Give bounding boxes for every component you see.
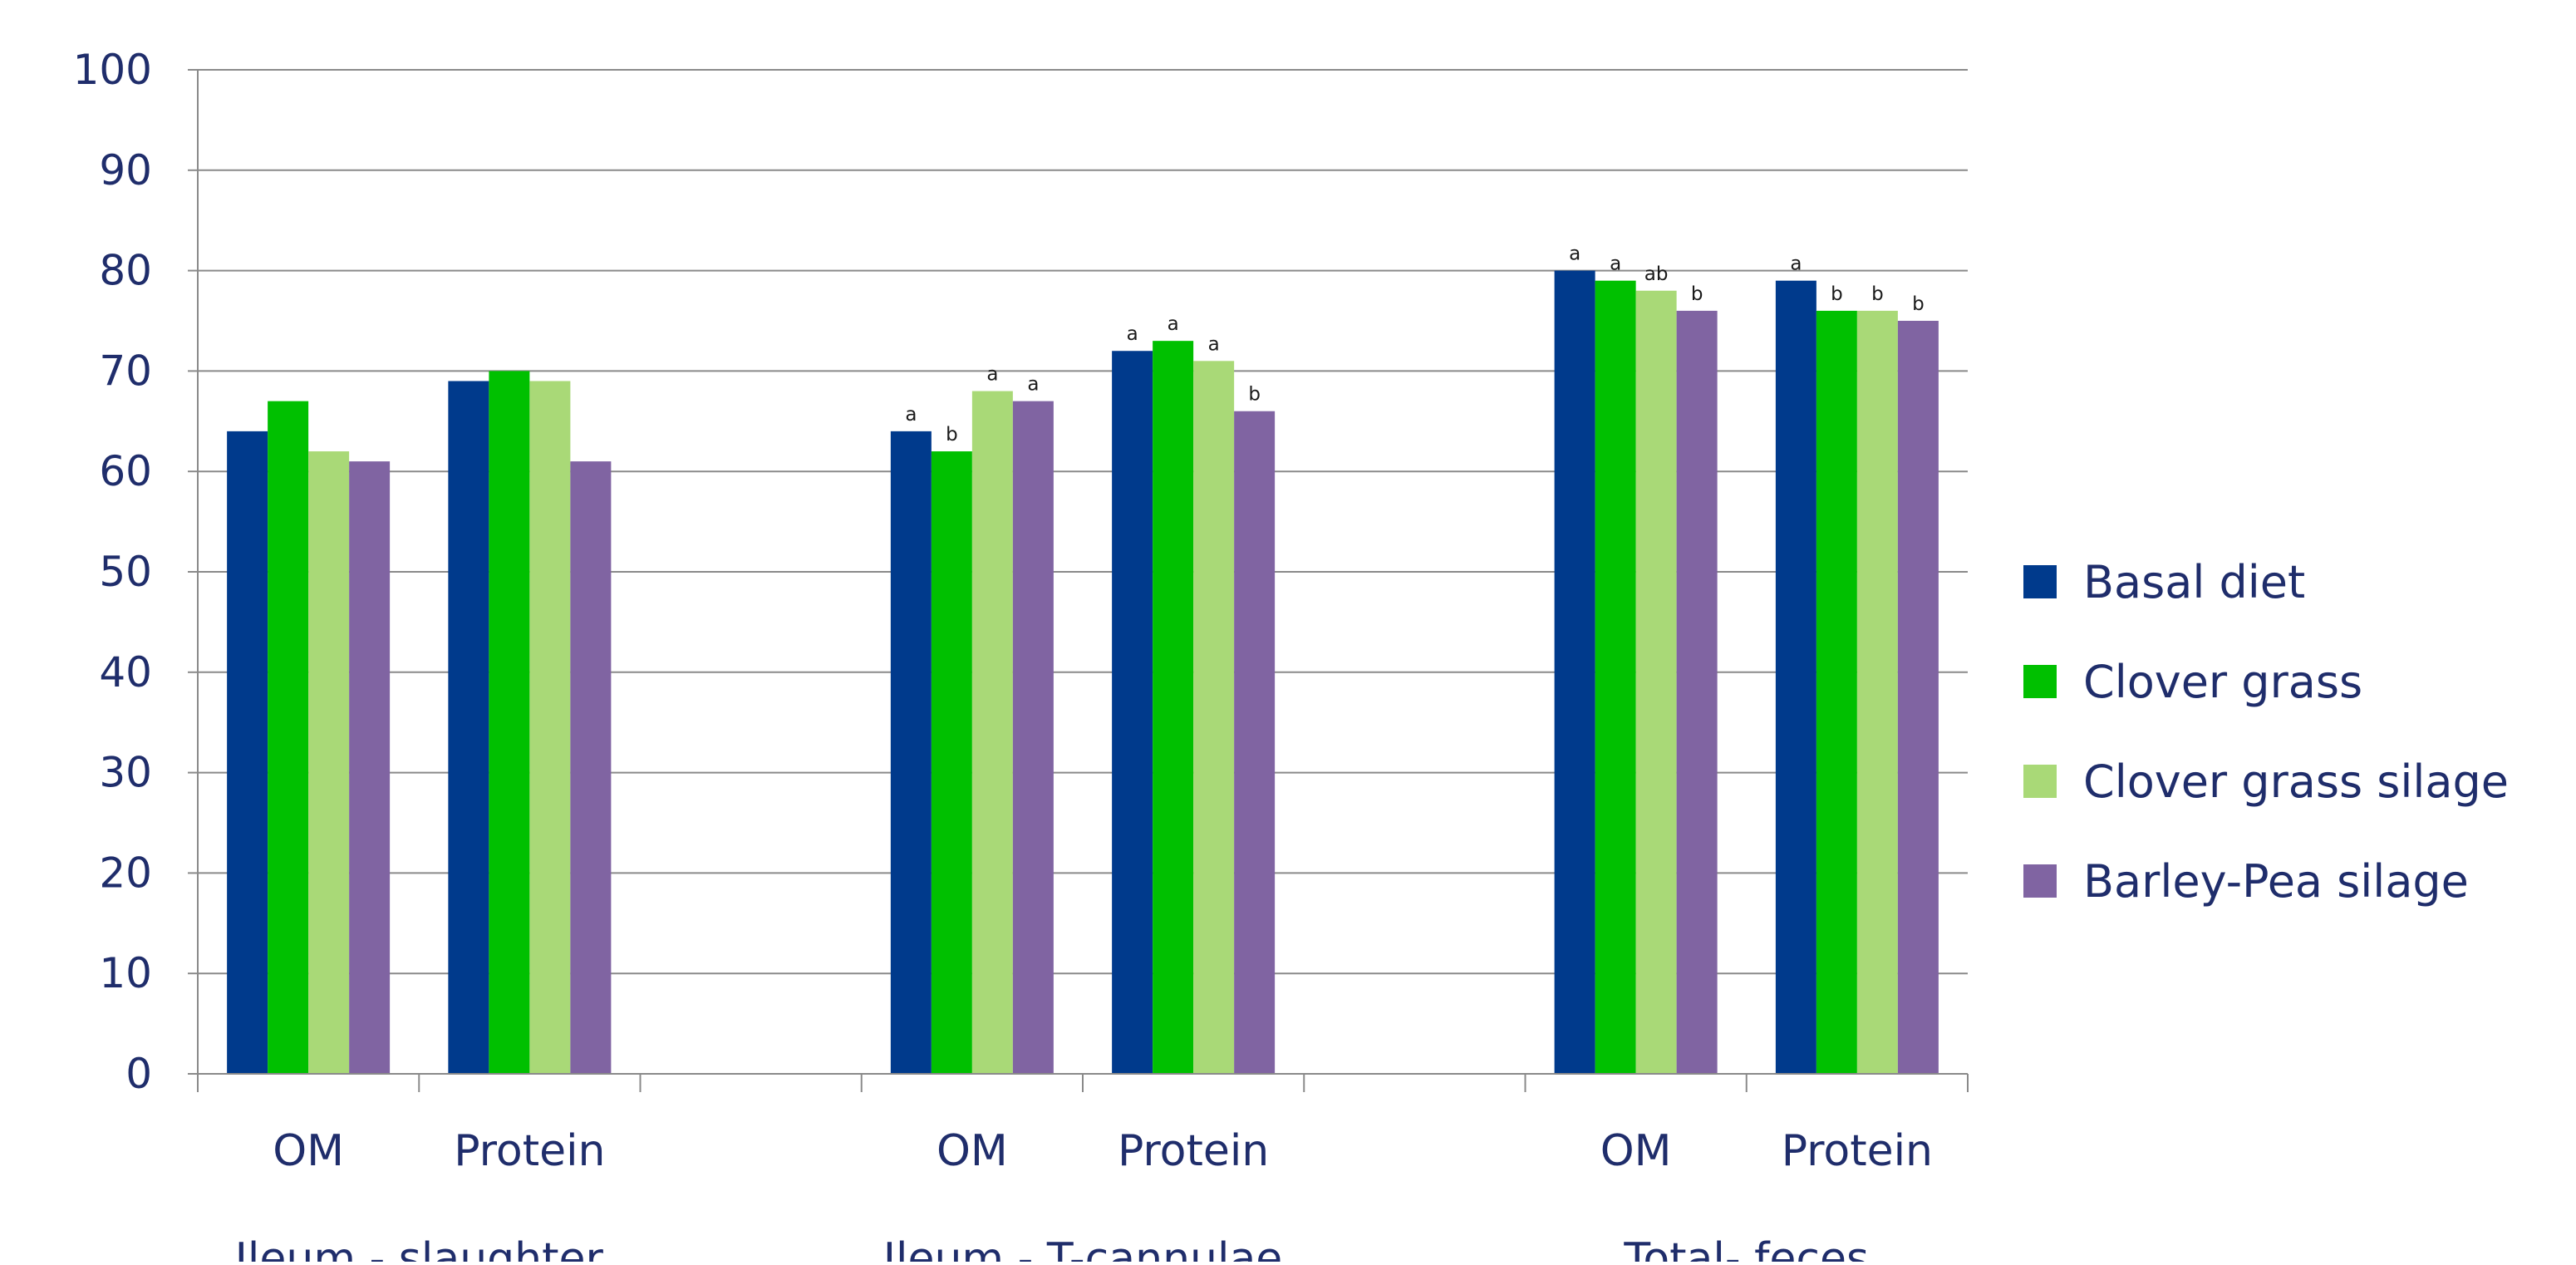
- ytick-label: 30: [99, 749, 152, 797]
- ytick-label: 70: [99, 347, 152, 395]
- bar-clover-grass-silage: [971, 391, 1013, 1074]
- ytick-label: 100: [73, 46, 152, 94]
- significance-letter: a: [1027, 374, 1039, 396]
- xtick-label: Protein: [1118, 1126, 1269, 1176]
- bar-clover-grass-silage: [1856, 310, 1898, 1074]
- bar-clover-grass-silage: [308, 451, 350, 1074]
- xtick-label: OM: [937, 1126, 1008, 1176]
- bar-clover-grass: [268, 401, 309, 1074]
- xtick-label: OM: [273, 1126, 344, 1176]
- bar-basal-diet: [227, 431, 268, 1074]
- group-label: Total- feces: [1623, 1234, 1869, 1262]
- legend-swatch: [2023, 864, 2057, 898]
- bar-clover-grass: [1153, 341, 1194, 1074]
- bar-barley-pea-silage: [1897, 321, 1939, 1074]
- bar-clover-grass-silage: [1193, 361, 1235, 1074]
- significance-letter: a: [1610, 253, 1621, 275]
- bars: [227, 270, 1939, 1075]
- legend-swatch: [2023, 665, 2057, 698]
- bar-barley-pea-silage: [1012, 401, 1054, 1074]
- significance-letter: b: [1831, 283, 1843, 305]
- significance-letter: a: [1569, 244, 1581, 265]
- ytick-label: 90: [99, 146, 152, 194]
- bar-barley-pea-silage: [349, 461, 391, 1074]
- significance-letter: b: [1248, 384, 1261, 406]
- significance-letter: a: [1208, 333, 1220, 355]
- bar-basal-diet: [1554, 270, 1595, 1075]
- bar-clover-grass: [931, 451, 972, 1074]
- significance-letter: a: [1168, 313, 1179, 335]
- significance-letter: b: [946, 424, 958, 445]
- ytick-label: 20: [99, 849, 152, 897]
- ytick-label: 0: [125, 1050, 152, 1098]
- legend-swatch: [2023, 565, 2057, 598]
- legend-label: Basal diet: [2083, 556, 2305, 608]
- ytick-label: 10: [99, 949, 152, 997]
- bar-barley-pea-silage: [570, 461, 612, 1074]
- significance-letter: a: [905, 404, 917, 426]
- significance-letter: a: [1790, 253, 1802, 275]
- bar-clover-grass-silage: [529, 381, 571, 1075]
- bar-barley-pea-silage: [1676, 310, 1718, 1074]
- significance-letter: a: [1127, 323, 1138, 345]
- legend-label: Clover grass silage: [2083, 756, 2509, 808]
- bar-clover-grass: [1816, 310, 1857, 1074]
- xtick-label: OM: [1600, 1126, 1672, 1176]
- bar-clover-grass: [489, 371, 530, 1074]
- bar-basal-diet: [1112, 351, 1153, 1074]
- bar-basal-diet: [1775, 280, 1816, 1074]
- ytick-label: 50: [99, 548, 152, 596]
- significance-letter: b: [1871, 283, 1884, 305]
- bar-clover-grass-silage: [1635, 290, 1677, 1074]
- bar-barley-pea-silage: [1234, 411, 1276, 1075]
- bar-clover-grass: [1595, 280, 1636, 1074]
- legend: Basal diet Clover grass Clover grass silag…: [2023, 556, 2509, 908]
- xtick-label: Protein: [454, 1126, 605, 1176]
- significance-letter: b: [1912, 293, 1925, 315]
- ytick-label: 80: [99, 247, 152, 295]
- legend-swatch: [2023, 765, 2057, 798]
- significance-letter: a: [986, 364, 998, 386]
- bar-basal-diet: [890, 431, 932, 1074]
- group-label: Ileum - slaughter: [235, 1234, 604, 1262]
- ytick-label: 60: [99, 447, 152, 495]
- significance-letter: b: [1691, 283, 1703, 305]
- ytick-label: 40: [99, 648, 152, 696]
- bar-basal-diet: [448, 381, 489, 1075]
- group-label: Ileum - T-cannulae: [883, 1234, 1283, 1262]
- axes: 0 10 20 30 40 50 60 70 80 90 100 OM Protein OM Protein…: [73, 46, 1969, 1265]
- legend-label: Clover grass: [2083, 656, 2362, 708]
- legend-label: Barley-Pea silage: [2083, 855, 2469, 908]
- significance-letter: ab: [1644, 263, 1669, 285]
- xtick-label: Protein: [1782, 1126, 1933, 1176]
